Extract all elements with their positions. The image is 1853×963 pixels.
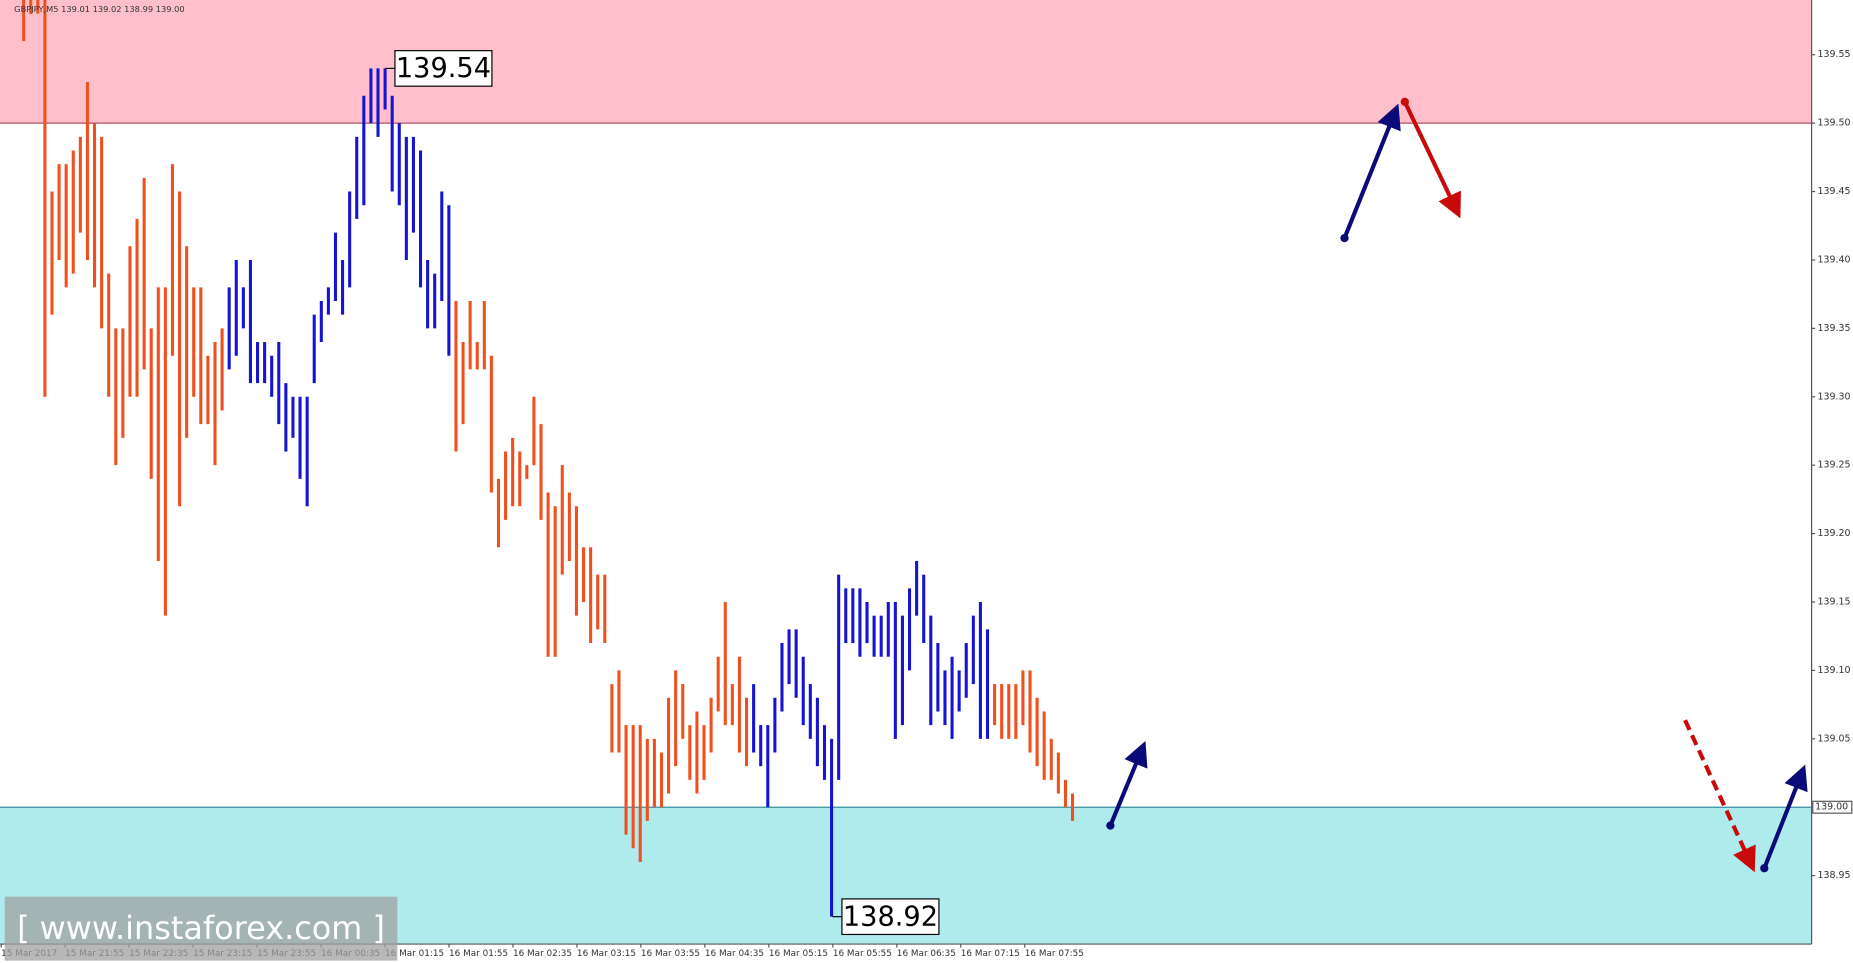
- forecast-arrows: [1106, 97, 1808, 873]
- resistance-zone: [0, 0, 1812, 124]
- y-tick-label: 139.05: [1818, 733, 1851, 744]
- y-tick-label: 139.40: [1818, 254, 1851, 265]
- y-tick-label: 138.95: [1818, 870, 1851, 881]
- arrow-up: [1108, 740, 1148, 827]
- chart-title: GBPJPY,M5 139.01 139.02 138.99 139.00: [14, 4, 184, 14]
- x-tick-label: 16 Mar 01:55: [449, 949, 508, 959]
- x-tick-label: 16 Mar 05:55: [833, 949, 892, 959]
- arrow-dot: [1340, 233, 1349, 243]
- y-tick-label: 139.55: [1818, 49, 1851, 60]
- arrow-dot: [1106, 821, 1115, 830]
- current-price-box: [1812, 800, 1853, 814]
- x-tick-label: 16 Mar 05:15: [769, 949, 828, 959]
- x-tick-label: 16 Mar 03:15: [577, 949, 636, 959]
- price-axis-bg: [1811, 0, 1853, 963]
- annotation-label: 138.92: [843, 901, 938, 932]
- x-tick-label: 16 Mar 03:55: [641, 949, 700, 959]
- x-tick-label: 16 Mar 07:55: [1025, 949, 1084, 959]
- arrow-down: [1402, 100, 1461, 219]
- annotation-box: [841, 898, 940, 936]
- x-tick-label: 16 Mar 06:35: [897, 949, 956, 959]
- arrow-up: [1342, 103, 1401, 239]
- annotation-label: 139.54: [396, 53, 491, 84]
- arrow-up: [1762, 764, 1808, 870]
- y-tick-label: 139.45: [1818, 186, 1851, 197]
- arrow-down-dashed: [1683, 719, 1756, 873]
- y-tick-label: 139.15: [1818, 596, 1851, 607]
- y-tick-label: 139.30: [1818, 391, 1851, 402]
- y-tick-label: 139.20: [1818, 528, 1851, 539]
- time-axis-bg: [0, 944, 1853, 963]
- watermark-bg: [4, 896, 398, 961]
- annotation-box: [394, 50, 493, 87]
- x-tick-label: 16 Mar 01:15: [385, 949, 444, 959]
- price-annotation: 138.92: [832, 898, 940, 936]
- x-tick-label: 16 Mar 07:15: [961, 949, 1020, 959]
- y-tick-label: 139.25: [1818, 460, 1851, 471]
- watermark: [ www.instaforex.com ]: [17, 909, 385, 947]
- y-tick-label: 139.35: [1818, 323, 1851, 334]
- x-tick-label: 16 Mar 04:35: [705, 949, 764, 959]
- arrow-dot: [1760, 864, 1769, 873]
- price-annotation: 139.54: [385, 50, 493, 87]
- arrow-dot: [1400, 97, 1409, 107]
- current-price-label: 139.00: [1815, 802, 1848, 813]
- x-tick-label: 16 Mar 02:35: [513, 949, 572, 959]
- y-tick-label: 139.10: [1818, 665, 1851, 676]
- y-tick-label: 139.50: [1818, 118, 1851, 129]
